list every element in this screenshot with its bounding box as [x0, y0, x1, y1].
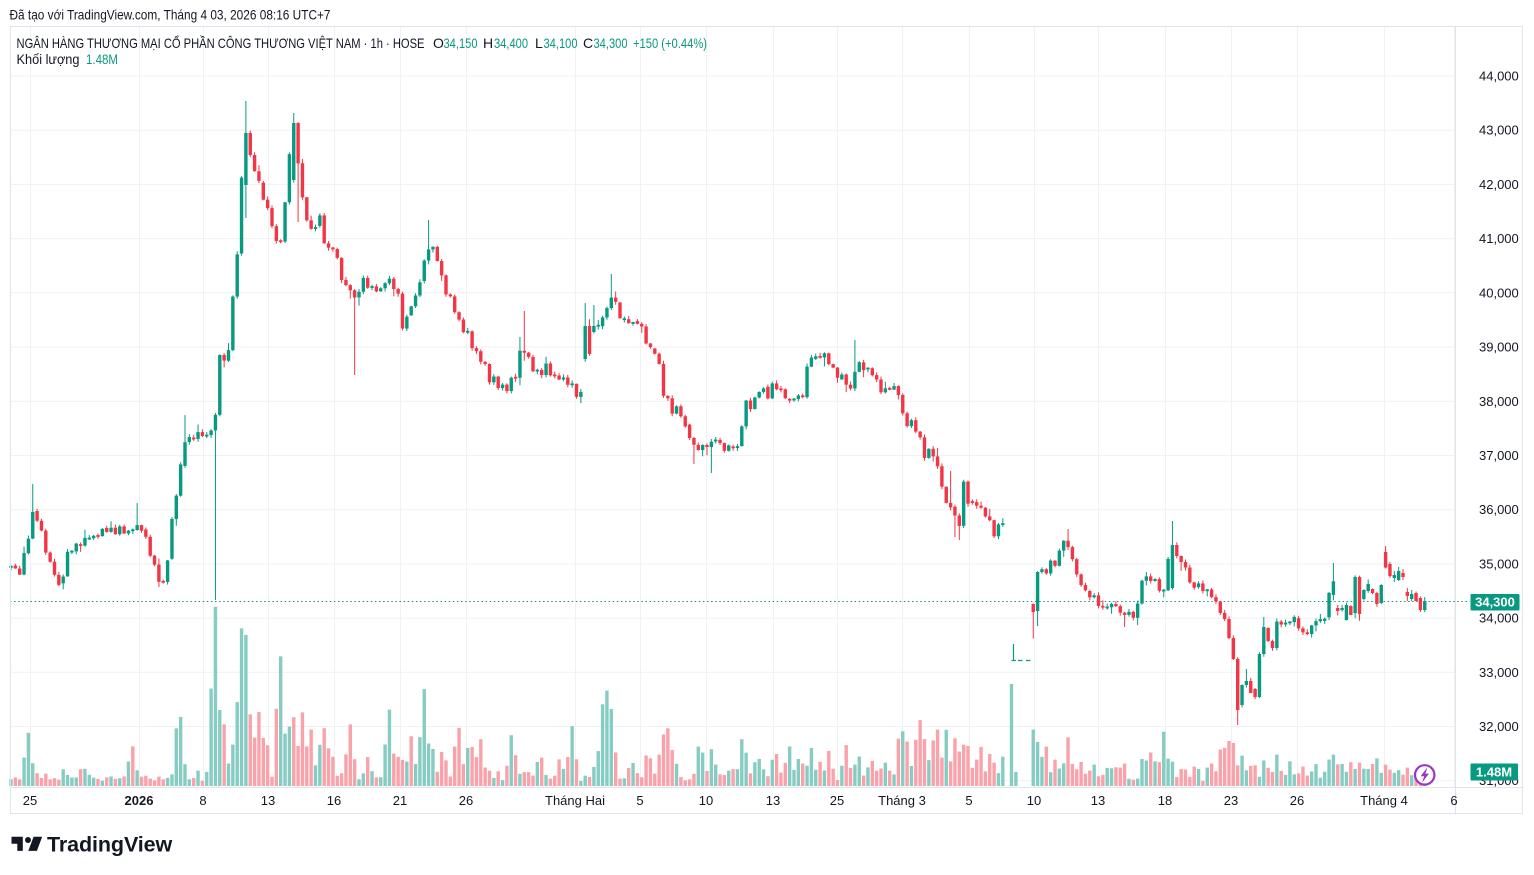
svg-text:Đã tạo với TradingView.com, Th: Đã tạo với TradingView.com, Tháng 4 03, …: [10, 7, 331, 23]
svg-text:8: 8: [199, 793, 206, 808]
svg-text:16: 16: [327, 793, 341, 808]
svg-text:Tháng 4: Tháng 4: [1360, 793, 1408, 808]
svg-text:13: 13: [261, 793, 275, 808]
svg-text:32,000: 32,000: [1479, 719, 1519, 734]
svg-text:37,000: 37,000: [1479, 448, 1519, 463]
svg-text:NGÂN HÀNG THƯƠNG MẠI CỔ PHẦN C: NGÂN HÀNG THƯƠNG MẠI CỔ PHẦN CÔNG THƯƠNG…: [17, 34, 425, 51]
svg-text:34,300: 34,300: [1475, 595, 1515, 610]
svg-text:25: 25: [23, 793, 37, 808]
svg-text:Tháng 3: Tháng 3: [878, 793, 926, 808]
svg-text:6: 6: [1450, 793, 1457, 808]
svg-text:38,000: 38,000: [1479, 394, 1519, 409]
svg-text:42,000: 42,000: [1479, 177, 1519, 192]
svg-text:10: 10: [699, 793, 713, 808]
svg-text:26: 26: [459, 793, 473, 808]
svg-text:1.48M: 1.48M: [1476, 765, 1512, 780]
svg-text:Tháng Hai: Tháng Hai: [545, 793, 605, 808]
svg-text:25: 25: [830, 793, 844, 808]
svg-text:13: 13: [1091, 793, 1105, 808]
svg-text:33,000: 33,000: [1479, 665, 1519, 680]
svg-text:40,000: 40,000: [1479, 285, 1519, 300]
svg-text:Khối lượng: Khối lượng: [17, 51, 80, 67]
svg-text:41,000: 41,000: [1479, 231, 1519, 246]
svg-text:35,000: 35,000: [1479, 556, 1519, 571]
svg-text:43,000: 43,000: [1479, 123, 1519, 138]
svg-text:39,000: 39,000: [1479, 340, 1519, 355]
svg-text:21: 21: [393, 793, 407, 808]
svg-text:5: 5: [965, 793, 972, 808]
svg-text:1.48M: 1.48M: [86, 51, 118, 67]
svg-text:2026: 2026: [125, 793, 154, 808]
svg-text:26: 26: [1290, 793, 1304, 808]
svg-text:44,000: 44,000: [1479, 69, 1519, 84]
svg-text:5: 5: [636, 793, 643, 808]
svg-text:36,000: 36,000: [1479, 502, 1519, 517]
svg-text:13: 13: [766, 793, 780, 808]
svg-text:18: 18: [1158, 793, 1172, 808]
svg-text:10: 10: [1027, 793, 1041, 808]
svg-text:23: 23: [1224, 793, 1238, 808]
svg-text:TradingView: TradingView: [47, 833, 173, 857]
svg-text:34,000: 34,000: [1479, 611, 1519, 626]
